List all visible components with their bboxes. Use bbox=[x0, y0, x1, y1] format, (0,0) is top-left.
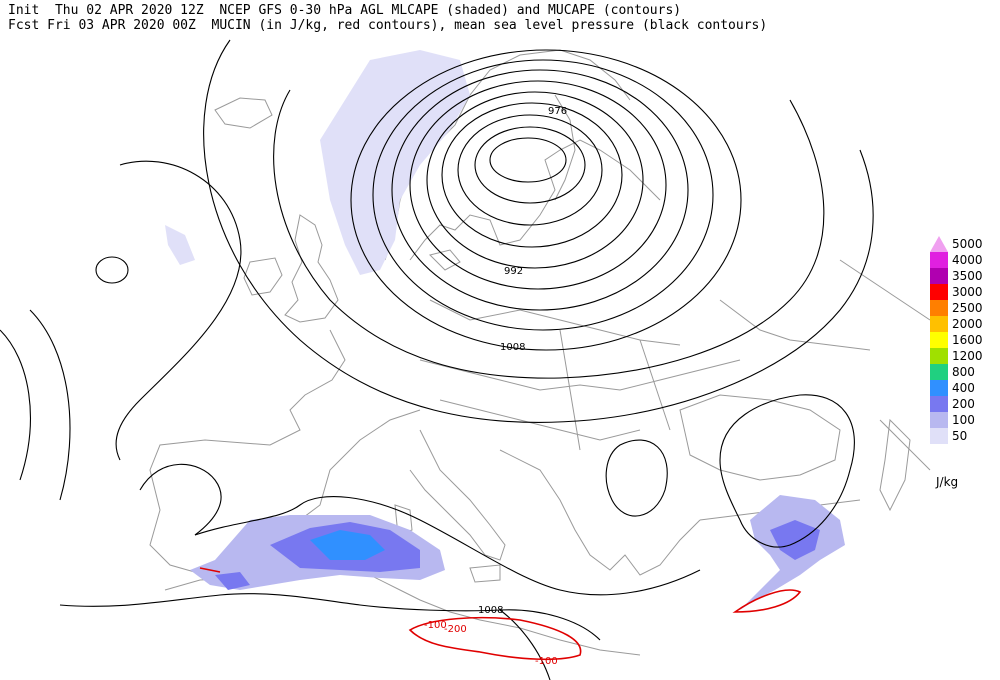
legend-row: 2000 bbox=[930, 316, 1000, 332]
legend-swatch bbox=[930, 268, 948, 284]
header-line-2: Fcst Fri 03 APR 2020 00Z MUCIN (in J/kg,… bbox=[8, 18, 768, 33]
legend-swatch bbox=[930, 428, 948, 444]
label-cin-100a: -100 bbox=[424, 620, 447, 631]
label-992: 992 bbox=[504, 266, 523, 277]
legend-swatch bbox=[930, 236, 948, 252]
legend-label: 200 bbox=[952, 397, 975, 411]
cape-shading bbox=[165, 50, 845, 610]
legend-swatch bbox=[930, 348, 948, 364]
legend-row: 3500 bbox=[930, 268, 1000, 284]
legend-row: 400 bbox=[930, 380, 1000, 396]
cin-contours bbox=[199, 567, 802, 661]
legend-label: 3500 bbox=[952, 269, 983, 283]
legend-label: 4000 bbox=[952, 253, 983, 267]
legend-row: 2500 bbox=[930, 300, 1000, 316]
legend-swatch bbox=[930, 332, 948, 348]
legend-swatch bbox=[930, 300, 948, 316]
isobars bbox=[0, 39, 874, 680]
legend-swatch bbox=[930, 396, 948, 412]
legend-row: 50 bbox=[930, 428, 1000, 444]
legend-swatch bbox=[930, 284, 948, 300]
legend-label: 400 bbox=[952, 381, 975, 395]
legend-row: 3000 bbox=[930, 284, 1000, 300]
legend-label: 50 bbox=[952, 429, 968, 443]
legend-swatch bbox=[930, 380, 948, 396]
legend-swatch bbox=[930, 412, 948, 428]
label-1008-north: 1008 bbox=[500, 342, 525, 353]
legend-swatch bbox=[930, 364, 948, 380]
header-line-1: Init Thu 02 APR 2020 12Z NCEP GFS 0-30 h… bbox=[8, 3, 682, 18]
legend-swatch bbox=[930, 316, 948, 332]
legend-row: 1200 bbox=[930, 348, 1000, 364]
label-1008-south: 1008 bbox=[478, 605, 503, 616]
legend-row: 1600 bbox=[930, 332, 1000, 348]
legend-label: 5000 bbox=[952, 237, 983, 251]
legend-label: 2500 bbox=[952, 301, 983, 315]
cin-labels: -100 -200 -100 bbox=[424, 620, 558, 667]
legend-row: 100 bbox=[930, 412, 1000, 428]
legend-label: 100 bbox=[952, 413, 975, 427]
legend-units: J/kg bbox=[936, 475, 959, 489]
legend-row: 200 bbox=[930, 396, 1000, 412]
label-cin-100b: -100 bbox=[535, 656, 558, 667]
legend-label: 3000 bbox=[952, 285, 983, 299]
isobar-labels: 976 992 1008 1008 bbox=[478, 106, 567, 616]
legend-row: 800 bbox=[930, 364, 1000, 380]
legend-label: 1200 bbox=[952, 349, 983, 363]
legend-row: 5000 bbox=[930, 236, 1000, 252]
label-cin-200: -200 bbox=[444, 624, 467, 635]
label-976: 976 bbox=[548, 106, 567, 117]
legend-row: 4000 bbox=[930, 252, 1000, 268]
legend-label: 2000 bbox=[952, 317, 983, 331]
legend-label: 1600 bbox=[952, 333, 983, 347]
legend-swatch bbox=[930, 252, 948, 268]
legend-label: 800 bbox=[952, 365, 975, 379]
